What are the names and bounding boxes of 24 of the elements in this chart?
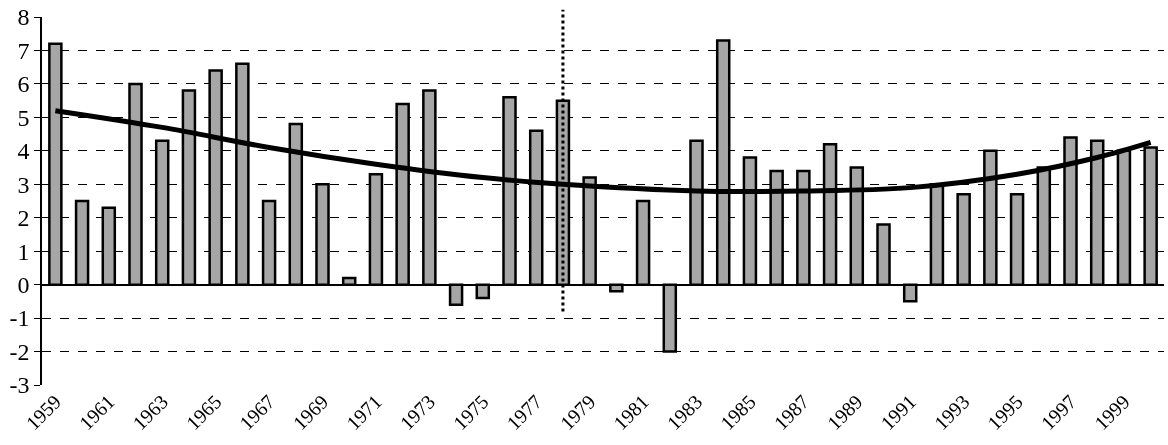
y-tick-label: 0 (17, 272, 30, 299)
x-tick-label: 1991 (876, 390, 921, 435)
y-tick-label: 3 (17, 171, 30, 198)
x-tick-label: 1989 (822, 390, 867, 435)
x-tick-label: 1961 (74, 390, 119, 435)
y-tick-label: 2 (17, 205, 30, 232)
y-tick-label: 7 (17, 37, 30, 64)
y-tick-label: 4 (17, 138, 30, 165)
x-tick-label: 1963 (128, 390, 173, 435)
x-tick-label: 1973 (395, 390, 440, 435)
x-tick-label: 1979 (555, 390, 600, 435)
x-tick-label: 1983 (662, 390, 707, 435)
y-tick-label: 6 (17, 71, 30, 98)
x-tick-label: 1999 (1089, 390, 1134, 435)
x-tick-label: 1981 (609, 390, 653, 435)
y-tick-label: 8 (17, 4, 30, 31)
y-tick-label: -2 (9, 338, 30, 365)
x-tick-label: 1969 (288, 390, 333, 435)
x-tick-label: 1993 (929, 390, 974, 435)
x-tick-label: 1971 (341, 390, 386, 435)
y-tick-label: 5 (17, 104, 30, 131)
y-tick-label: 1 (17, 238, 30, 265)
y-tick-label: -3 (9, 372, 30, 399)
y-tick-label: -1 (9, 305, 30, 332)
